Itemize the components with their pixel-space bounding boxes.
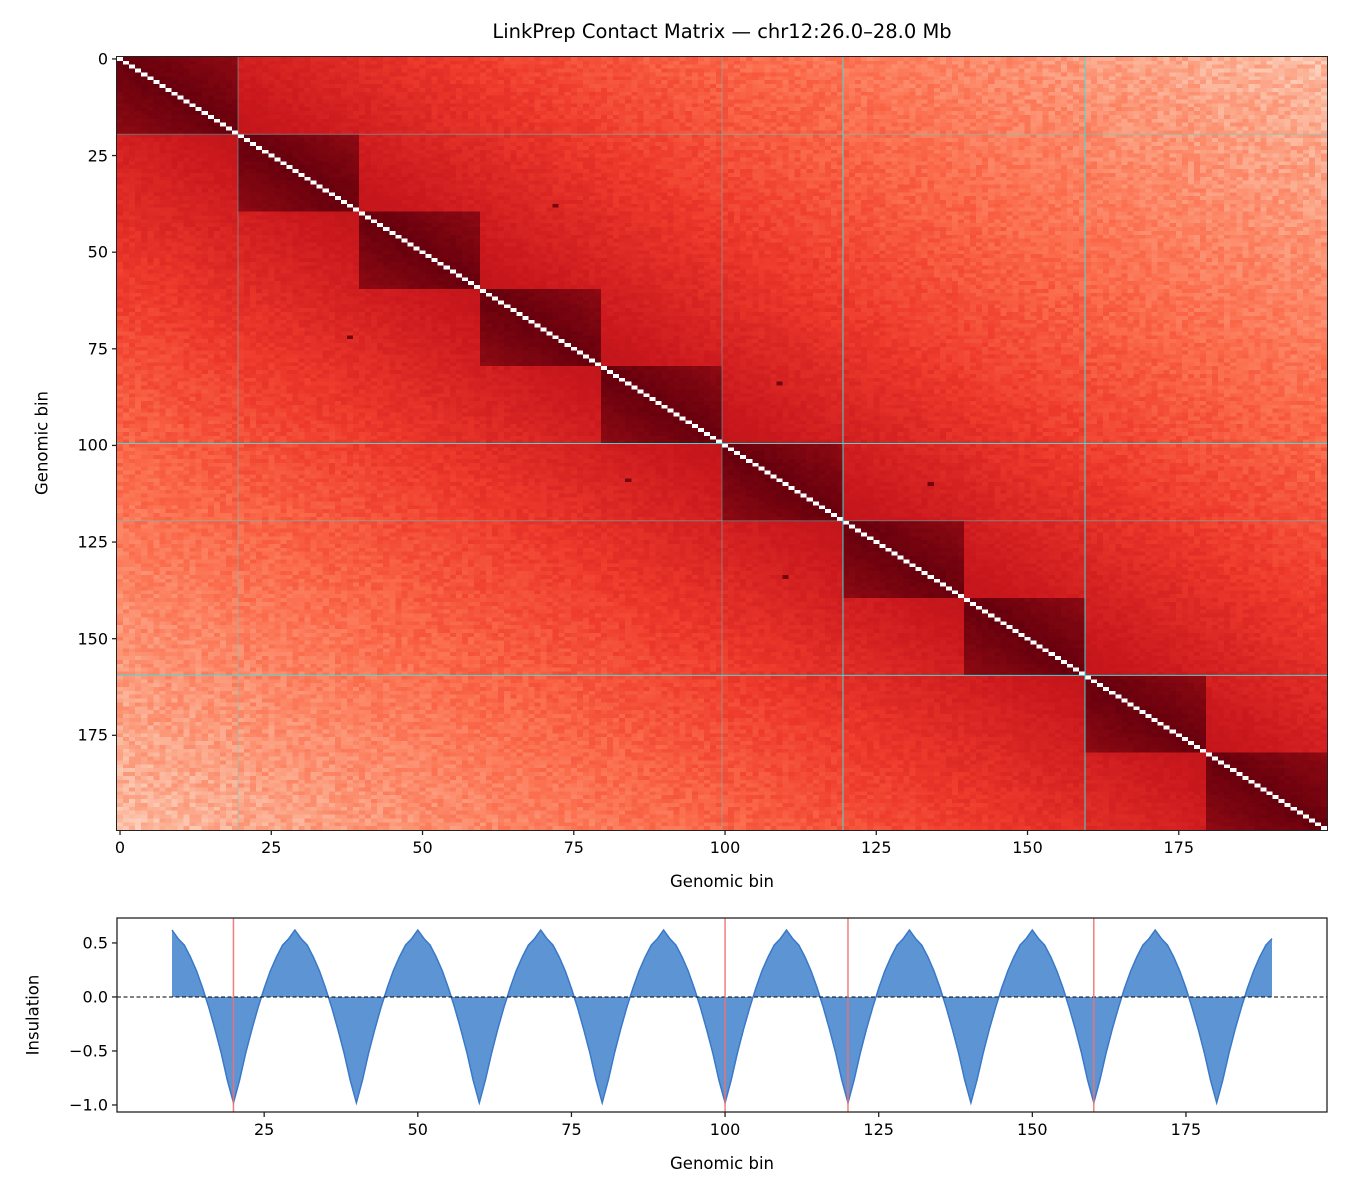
insulation-xlabel: Genomic bin: [670, 1154, 774, 1173]
heatmap-ylabel: Genomic bin: [32, 391, 52, 495]
insulation-ytick-label: −1.0: [69, 1095, 108, 1115]
heatmap-ytick-label: 0: [97, 49, 108, 69]
insulation-xtick-label: 175: [1170, 1120, 1202, 1139]
heatmap-xtick-label: 75: [563, 838, 584, 857]
insulation-xtick-label: 75: [561, 1120, 582, 1139]
insulation-xtick-label: 100: [709, 1120, 741, 1139]
heatmap-xtick-label: 175: [1163, 838, 1195, 857]
insulation-xtick-label: 50: [407, 1120, 428, 1139]
insulation-fill-area: [172, 930, 1272, 1103]
heatmap-xtick-label: 0: [114, 838, 126, 857]
heatmap-xtick-label: 150: [1012, 838, 1043, 857]
heatmap-ytick-label: 50: [87, 242, 108, 262]
heatmap-xtick-label: 125: [860, 838, 892, 857]
heatmap-ytick-label: 125: [77, 532, 108, 552]
insulation-plot: [117, 918, 1327, 1112]
heatmap-ytick-label: 100: [77, 435, 108, 455]
insulation-xtick-label: 125: [863, 1120, 894, 1139]
heatmap-ytick-label: 150: [77, 629, 108, 649]
insulation-line: [171, 928, 1273, 1106]
insulation-ytick-label: 0.5: [82, 933, 108, 953]
insulation-ytick-label: 0.0: [82, 987, 108, 1007]
insulation-xtick-label: 25: [253, 1120, 275, 1139]
insulation-xtick-label: 150: [1017, 1120, 1048, 1139]
chart-title: LinkPrep Contact Matrix — chr12:26.0–28.…: [492, 20, 952, 43]
heatmap-ytick-label: 25: [87, 146, 108, 166]
heatmap-xtick-label: 50: [412, 838, 433, 857]
insulation-axes-frame: [116, 917, 1328, 1113]
insulation-ytick-label: −0.5: [69, 1041, 108, 1061]
insulation-ylabel: Insulation: [23, 974, 43, 1056]
heatmap-xtick-label: 100: [709, 838, 741, 857]
heatmap-ytick-label: 75: [87, 339, 108, 359]
heatmap-xlabel: Genomic bin: [670, 872, 774, 891]
heatmap-xtick-label: 25: [261, 838, 282, 857]
heatmap-axes-frame: [116, 56, 1328, 831]
heatmap-ytick-label: 175: [77, 725, 108, 745]
